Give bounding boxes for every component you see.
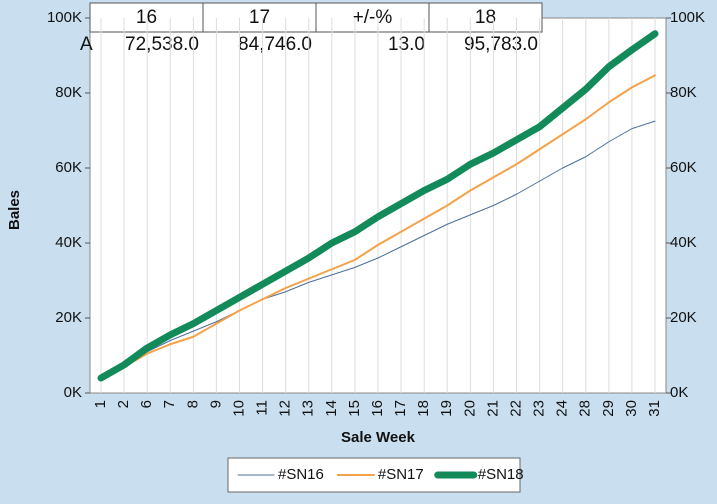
y2-tick-label: 100K <box>670 9 705 26</box>
x-tick-label: 1 <box>92 400 109 408</box>
x-tick-label: 2 <box>115 400 132 408</box>
summary-table: 16 17 +/-% 18 A 72,538.0 84,746.0 13.0 95,783.0 <box>80 2 543 55</box>
table-cell: 95,783.0 <box>464 34 538 55</box>
table-header-cell: +/-% <box>353 7 393 28</box>
y2-tick-label: 20K <box>670 309 697 326</box>
y2-tick-label: 80K <box>670 84 697 101</box>
legend-label: #SN16 <box>278 466 324 483</box>
y-axis-title: Bales <box>6 190 23 230</box>
table-header-cell: 17 <box>249 7 270 28</box>
x-tick-label: 22 <box>507 400 524 417</box>
table-cell: 84,746.0 <box>238 34 312 55</box>
x-tick-label: 18 <box>415 400 432 417</box>
x-tick-label: 21 <box>484 400 501 417</box>
x-tick-label: 8 <box>184 400 201 408</box>
series-line <box>97 30 659 382</box>
y-tick-label: 0K <box>64 384 82 401</box>
x-tick-label: 29 <box>600 400 617 417</box>
x-tick-label: 31 <box>646 400 663 417</box>
x-tick-label: 30 <box>623 400 640 417</box>
series-line <box>100 74 656 379</box>
y-tick-label: 40K <box>55 234 82 251</box>
y-tick-label: 80K <box>55 84 82 101</box>
x-tick-label: 16 <box>369 400 386 417</box>
x-tick-label: 17 <box>392 400 409 417</box>
x-tick-label: 9 <box>207 400 224 408</box>
x-axis-title: Sale Week <box>341 429 416 446</box>
table-header-cell: 18 <box>475 7 496 28</box>
x-tick-label: 20 <box>461 400 478 417</box>
y-tick-label: 100K <box>47 9 82 26</box>
x-tick-label: 12 <box>277 400 294 417</box>
x-tick-label: 7 <box>161 400 178 408</box>
series-line <box>100 120 656 379</box>
legend-label: #SN18 <box>478 466 524 483</box>
x-tick-label: 10 <box>230 400 247 417</box>
y-tick-label: 20K <box>55 309 82 326</box>
x-tick-label: 23 <box>531 400 548 417</box>
y2-tick-label: 0K <box>670 384 688 401</box>
table-row-key: A <box>80 34 93 55</box>
x-tick-label: 14 <box>323 400 340 417</box>
x-tick-label: 11 <box>254 400 271 416</box>
y2-tick-label: 40K <box>670 234 697 251</box>
x-tick-label: 24 <box>554 400 571 417</box>
x-tick-label: 15 <box>346 400 363 417</box>
legend-label: #SN17 <box>378 466 424 483</box>
x-tick-label: 6 <box>138 400 155 408</box>
y-tick-label: 60K <box>55 159 82 176</box>
x-tick-label: 19 <box>438 400 455 417</box>
table-header-cell: 16 <box>136 7 157 28</box>
x-tick-label: 28 <box>577 400 594 417</box>
table-cell: 72,538.0 <box>125 34 199 55</box>
x-tick-label: 13 <box>300 400 317 417</box>
table-cell: 13.0 <box>388 34 425 55</box>
y2-tick-label: 60K <box>670 159 697 176</box>
